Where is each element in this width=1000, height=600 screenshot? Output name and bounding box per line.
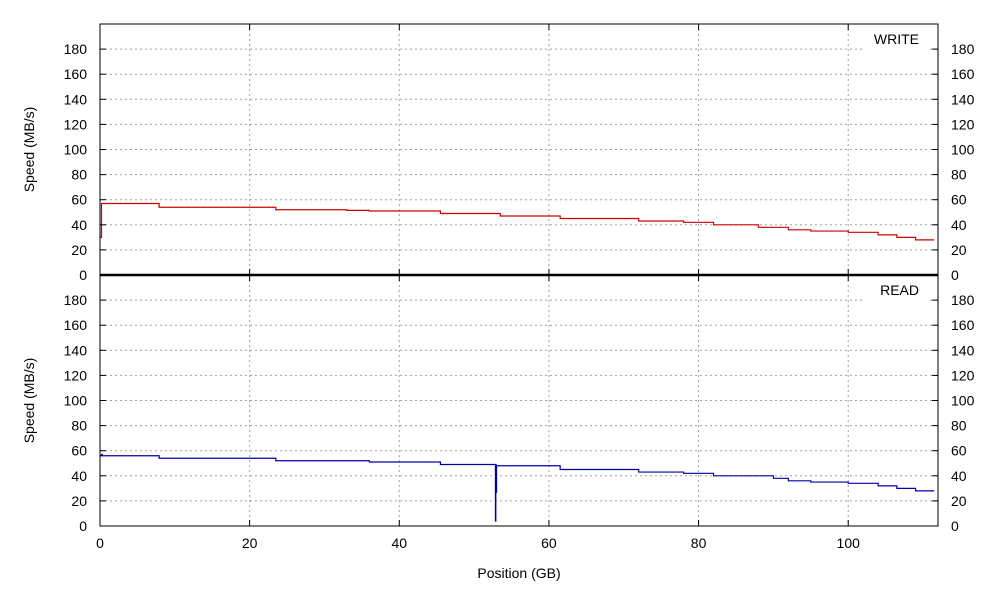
series-layer — [100, 202, 935, 522]
write-ytick-label-left-20: 20 — [71, 242, 87, 258]
read-ytick-label-left-0: 0 — [79, 518, 87, 534]
read-ytick-label-right-40: 40 — [951, 468, 967, 484]
read-ytick-label-right-0: 0 — [951, 518, 959, 534]
write-ytick-label-left-120: 120 — [64, 116, 88, 132]
write-ytick-label-right-20: 20 — [951, 242, 967, 258]
xlabel: Position (GB) — [477, 565, 560, 581]
write-ytick-label-left-80: 80 — [71, 167, 87, 183]
read-ytick-label-left-60: 60 — [71, 443, 87, 459]
xtick-label-80: 80 — [691, 535, 707, 551]
read-ytick-label-left-160: 160 — [64, 317, 88, 333]
write-ytick-label-right-160: 160 — [951, 66, 975, 82]
read-legend-box — [862, 279, 930, 301]
frame-layer — [99, 23, 939, 527]
write-ytick-label-left-160: 160 — [64, 66, 88, 82]
read-ytick-label-left-100: 100 — [64, 393, 88, 409]
read-legend-label: READ — [880, 282, 919, 298]
read-ytick-label-left-140: 140 — [64, 342, 88, 358]
write-ytick-label-left-40: 40 — [71, 217, 87, 233]
xtick-label-100: 100 — [837, 535, 861, 551]
read-ytick-label-right-60: 60 — [951, 443, 967, 459]
read-ytick-label-left-180: 180 — [64, 292, 88, 308]
write-ytick-label-left-60: 60 — [71, 192, 87, 208]
write-legend-box — [862, 28, 930, 50]
write-ytick-label-right-180: 180 — [951, 41, 975, 57]
read-ytick-label-right-120: 120 — [951, 367, 975, 383]
write-ytick-label-right-80: 80 — [951, 167, 967, 183]
read-ytick-label-right-100: 100 — [951, 393, 975, 409]
write-ytick-label-left-140: 140 — [64, 91, 88, 107]
read-ytick-label-right-80: 80 — [951, 418, 967, 434]
xtick-label-0: 0 — [96, 535, 104, 551]
write-legend-label: WRITE — [874, 31, 919, 47]
xtick-label-60: 60 — [541, 535, 557, 551]
read-series-line — [100, 453, 935, 522]
write-series-line — [100, 202, 935, 241]
grid-layer — [100, 24, 938, 526]
write-ytick-label-left-180: 180 — [64, 41, 88, 57]
read-ytick-label-right-180: 180 — [951, 292, 975, 308]
write-ylabel: Speed (MB/s) — [21, 107, 37, 193]
xtick-label-20: 20 — [242, 535, 258, 551]
write-ytick-label-right-0: 0 — [951, 267, 959, 283]
xtick-label-40: 40 — [391, 535, 407, 551]
read-ytick-label-right-20: 20 — [951, 493, 967, 509]
write-ytick-label-left-100: 100 — [64, 142, 88, 158]
read-ytick-label-left-20: 20 — [71, 493, 87, 509]
write-ytick-label-right-100: 100 — [951, 142, 975, 158]
read-ytick-label-left-80: 80 — [71, 418, 87, 434]
read-ytick-label-right-160: 160 — [951, 317, 975, 333]
write-ytick-label-right-40: 40 — [951, 217, 967, 233]
read-ytick-label-left-40: 40 — [71, 468, 87, 484]
write-ytick-label-right-60: 60 — [951, 192, 967, 208]
write-ytick-label-right-140: 140 — [951, 91, 975, 107]
write-ytick-label-left-0: 0 — [79, 267, 87, 283]
read-ytick-label-left-120: 120 — [64, 367, 88, 383]
write-ytick-label-right-120: 120 — [951, 116, 975, 132]
read-ytick-label-right-140: 140 — [951, 342, 975, 358]
read-ylabel: Speed (MB/s) — [21, 358, 37, 444]
